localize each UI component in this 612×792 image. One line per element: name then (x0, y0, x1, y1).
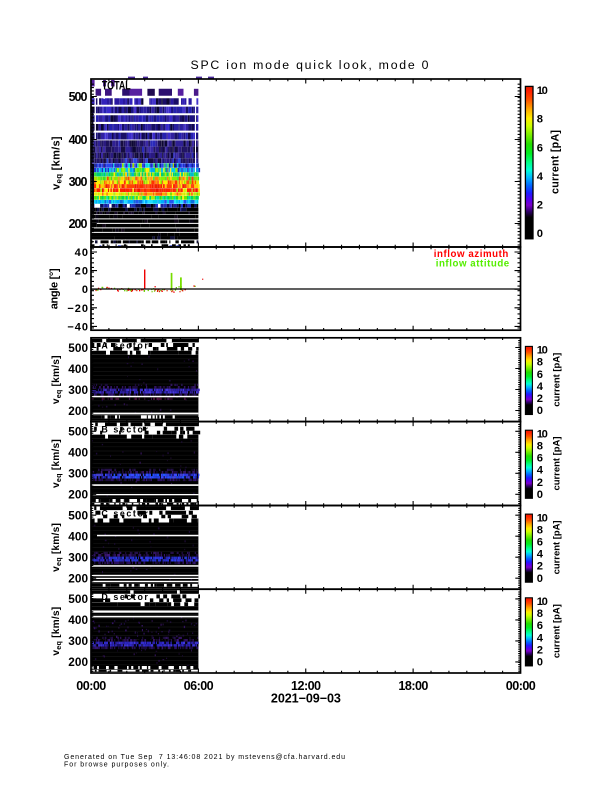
svg-text:300: 300 (68, 383, 88, 397)
svg-text:6: 6 (537, 369, 543, 381)
svg-text:200: 200 (69, 217, 88, 231)
svg-text:current [pA]: current [pA] (552, 353, 563, 407)
svg-text:500: 500 (69, 90, 88, 104)
svg-text:500: 500 (68, 425, 88, 439)
svg-text:500: 500 (68, 341, 88, 355)
svg-text:Generated on Tue Sep 7 13:46:: Generated on Tue Sep 7 13:46:08 2021 by … (64, 754, 345, 761)
svg-text:4: 4 (537, 632, 544, 644)
svg-text:8: 8 (537, 357, 543, 369)
svg-text:6: 6 (537, 537, 543, 549)
svg-text:8: 8 (537, 114, 543, 126)
svg-text:2: 2 (537, 561, 543, 573)
svg-text:veq [km/s]: veq [km/s] (51, 607, 63, 656)
svg-text:200: 200 (68, 404, 88, 418)
svg-text:20: 20 (75, 266, 88, 278)
svg-text:8: 8 (537, 441, 543, 453)
svg-text:6: 6 (537, 620, 543, 632)
svg-text:500: 500 (68, 592, 88, 606)
svg-text:6: 6 (537, 142, 543, 154)
svg-text:current [pA]: current [pA] (550, 130, 562, 194)
svg-text:−20: −20 (67, 303, 88, 315)
svg-text:10: 10 (537, 85, 548, 97)
svg-text:8: 8 (537, 608, 543, 620)
svg-text:8: 8 (537, 524, 543, 536)
svg-text:current [pA]: current [pA] (552, 437, 563, 491)
svg-text:18:00: 18:00 (398, 679, 428, 693)
svg-text:300: 300 (69, 175, 88, 189)
svg-text:0: 0 (82, 284, 88, 296)
svg-text:2: 2 (537, 393, 543, 405)
svg-text:200: 200 (68, 655, 88, 669)
svg-text:4: 4 (537, 381, 544, 393)
svg-text:00:00: 00:00 (506, 679, 536, 693)
svg-text:TOTAL: TOTAL (102, 79, 131, 93)
svg-text:0: 0 (537, 573, 543, 585)
svg-text:0: 0 (537, 405, 543, 417)
svg-text:300: 300 (68, 551, 88, 565)
svg-text:0: 0 (537, 657, 543, 669)
svg-text:−40: −40 (67, 321, 88, 333)
svg-text:current [pA]: current [pA] (552, 520, 563, 574)
svg-text:current [pA]: current [pA] (552, 604, 563, 658)
svg-text:veq [km/s]: veq [km/s] (51, 523, 63, 572)
svg-text:300: 300 (68, 467, 88, 481)
svg-text:2021−09−03: 2021−09−03 (271, 691, 341, 705)
svg-text:angle [°]: angle [°] (49, 268, 61, 309)
svg-text:10: 10 (537, 512, 548, 524)
svg-text:00:00: 00:00 (76, 679, 106, 693)
svg-text:10: 10 (537, 428, 548, 440)
svg-text:400: 400 (68, 530, 88, 544)
svg-text:veq [km/s]: veq [km/s] (51, 439, 63, 488)
svg-text:For browse purposes only.: For browse purposes only. (64, 762, 169, 769)
svg-text:500: 500 (68, 509, 88, 523)
svg-text:400: 400 (68, 362, 88, 376)
svg-text:SPC ion mode quick look, mode: SPC ion mode quick look, mode 0 (191, 58, 429, 72)
svg-text:400: 400 (68, 613, 88, 627)
svg-text:0: 0 (537, 228, 543, 240)
svg-text:0: 0 (537, 489, 543, 501)
svg-text:300: 300 (68, 634, 88, 648)
svg-text:6: 6 (537, 453, 543, 465)
svg-text:4: 4 (537, 171, 544, 183)
svg-text:veq [km/s]: veq [km/s] (51, 355, 63, 404)
svg-text:12:00: 12:00 (291, 679, 321, 693)
svg-text:veq [km/s]: veq [km/s] (51, 136, 64, 190)
svg-text:inflow azimuth: inflow azimuth (434, 249, 509, 260)
svg-text:2: 2 (537, 477, 543, 489)
svg-text:400: 400 (68, 446, 88, 460)
svg-text:400: 400 (69, 133, 88, 147)
svg-text:10: 10 (537, 596, 548, 608)
svg-text:10: 10 (537, 345, 548, 357)
svg-text:200: 200 (68, 572, 88, 586)
svg-text:inflow attitude: inflow attitude (436, 259, 510, 270)
svg-text:06:00: 06:00 (184, 679, 214, 693)
svg-text:2: 2 (537, 644, 543, 656)
svg-text:40: 40 (75, 247, 88, 259)
svg-text:2: 2 (537, 200, 543, 212)
svg-text:4: 4 (537, 549, 544, 561)
svg-text:200: 200 (68, 488, 88, 502)
svg-text:4: 4 (537, 465, 544, 477)
